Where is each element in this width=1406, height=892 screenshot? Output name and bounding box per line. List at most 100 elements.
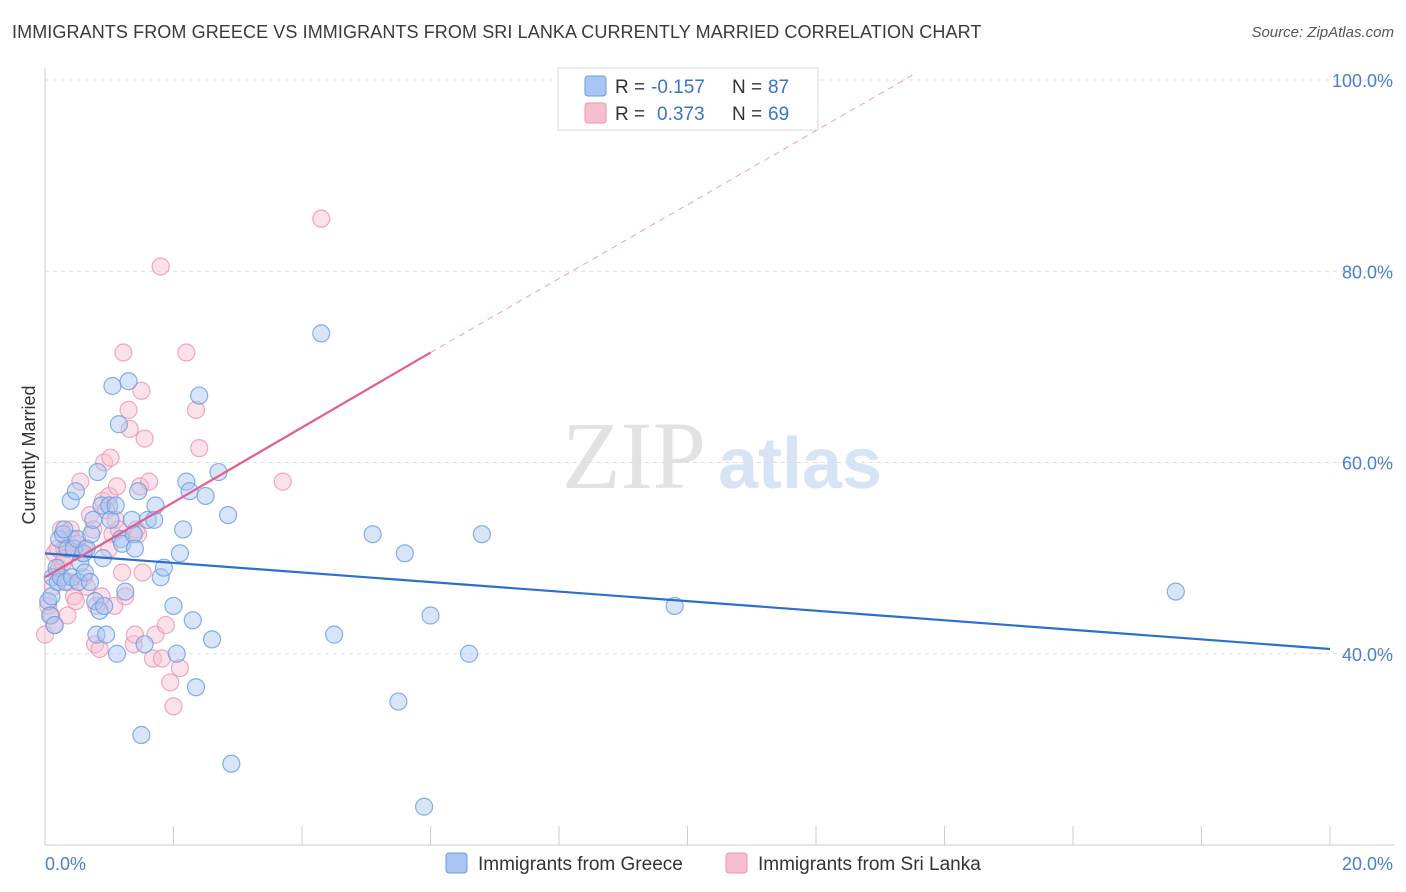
greece-point bbox=[389, 692, 408, 711]
srilanka-point bbox=[135, 429, 154, 448]
watermark-zip: ZIP bbox=[562, 402, 706, 509]
greece-point bbox=[88, 462, 107, 482]
greece-point bbox=[96, 625, 116, 644]
greece-point bbox=[459, 644, 479, 663]
source-label: Source: ZipAtlas.com bbox=[1251, 24, 1394, 41]
srilanka-point bbox=[161, 673, 180, 692]
greece-point bbox=[219, 505, 238, 525]
chart-title: IMMIGRANTS FROM GREECE VS IMMIGRANTS FRO… bbox=[12, 22, 982, 42]
y-tick-label: 80.0% bbox=[1342, 262, 1393, 282]
srilanka-point bbox=[124, 635, 143, 654]
srilanka-point bbox=[119, 400, 138, 420]
trend-line-srilanka bbox=[44, 351, 432, 579]
greece-point bbox=[55, 520, 74, 539]
greece-point bbox=[125, 539, 145, 558]
legend-r-value-greece: -0.157 bbox=[651, 77, 705, 98]
srilanka-point bbox=[177, 343, 196, 362]
srilanka-point bbox=[125, 625, 145, 644]
greece-point bbox=[1166, 582, 1185, 601]
greece-point bbox=[196, 486, 215, 506]
greece-point bbox=[80, 572, 100, 592]
srilanka-point bbox=[120, 419, 139, 439]
greece-point bbox=[103, 376, 122, 396]
bottom-legend-swatch-srilanka bbox=[725, 852, 748, 874]
legend-r-label-srilanka: R = bbox=[615, 104, 645, 125]
greece-point bbox=[106, 496, 125, 515]
greece-point bbox=[183, 611, 202, 630]
srilanka-point bbox=[66, 592, 85, 611]
axes bbox=[44, 68, 1395, 846]
legend-n-value-srilanka: 69 bbox=[768, 104, 789, 125]
greece-point bbox=[363, 525, 382, 544]
srilanka-point bbox=[170, 658, 190, 678]
bottom-legend-label-greece: Immigrants from Greece bbox=[478, 854, 683, 875]
greece-point bbox=[86, 592, 105, 611]
srilanka-point bbox=[156, 615, 175, 635]
greece-point bbox=[190, 386, 209, 405]
srilanka-point bbox=[133, 563, 152, 582]
y-axis-label: Currently Married bbox=[19, 385, 39, 524]
srilanka-point bbox=[71, 472, 90, 491]
srilanka-point bbox=[151, 257, 170, 276]
greece-point bbox=[116, 582, 135, 601]
greece-point bbox=[132, 725, 151, 745]
srilanka-point bbox=[190, 439, 209, 458]
greece-point bbox=[151, 568, 170, 587]
srilanka-point bbox=[132, 381, 151, 400]
srilanka-point bbox=[152, 649, 172, 668]
legend-swatch-srilanka bbox=[584, 102, 607, 124]
srilanka-point bbox=[273, 472, 292, 491]
greece-point bbox=[395, 544, 414, 563]
greece-point bbox=[66, 482, 85, 501]
x-tick-label: 20.0% bbox=[1342, 854, 1393, 874]
srilanka-point bbox=[186, 400, 206, 420]
srilanka-point bbox=[48, 539, 67, 558]
greece-point bbox=[61, 491, 80, 510]
greece-point bbox=[472, 525, 491, 544]
greece-point bbox=[186, 678, 206, 697]
y-tick-label: 40.0% bbox=[1342, 645, 1393, 665]
greece-point bbox=[174, 520, 193, 539]
srilanka-point bbox=[164, 697, 183, 716]
greece-point bbox=[421, 606, 440, 625]
greece-point bbox=[41, 606, 60, 625]
greece-point bbox=[202, 630, 222, 649]
greece-point bbox=[665, 596, 684, 616]
srilanka-point bbox=[116, 587, 135, 606]
greece-point bbox=[312, 324, 331, 343]
series-greece-points bbox=[39, 324, 1185, 816]
watermark-atlas: atlas bbox=[718, 424, 882, 504]
greece-point bbox=[87, 625, 106, 644]
greece-point bbox=[95, 596, 114, 616]
trend-lines bbox=[44, 74, 1331, 651]
legend-r-value-srilanka: 0.373 bbox=[657, 104, 705, 125]
bottom-legend-label-srilanka: Immigrants from Sri Lanka bbox=[758, 854, 981, 875]
greece-point bbox=[167, 644, 186, 663]
greece-point bbox=[45, 615, 64, 635]
greece-point bbox=[164, 596, 183, 616]
greece-point bbox=[135, 635, 154, 654]
greece-point bbox=[325, 625, 344, 644]
greece-point bbox=[222, 754, 241, 773]
srilanka-point bbox=[35, 625, 55, 644]
legend-n-value-greece: 87 bbox=[768, 77, 789, 98]
series-legend: Immigrants from Greece Immigrants from S… bbox=[445, 852, 981, 875]
y-tick-label: 100.0% bbox=[1332, 71, 1393, 91]
srilanka-point bbox=[101, 448, 120, 467]
trend-line-srilanka-extension bbox=[430, 74, 913, 353]
greece-point bbox=[414, 797, 434, 816]
tick-labels: 40.0% 60.0% 80.0% 100.0% 0.0% 20.0% bbox=[45, 71, 1393, 874]
greece-point bbox=[100, 496, 119, 515]
srilanka-point bbox=[112, 563, 132, 582]
srilanka-point bbox=[100, 486, 119, 506]
greece-point bbox=[177, 472, 196, 491]
legend-n-label-greece: N = bbox=[732, 77, 762, 98]
greece-point bbox=[129, 482, 148, 501]
greece-point bbox=[146, 496, 165, 515]
srilanka-point bbox=[312, 209, 331, 228]
greece-point bbox=[92, 496, 111, 515]
greece-point bbox=[119, 372, 138, 391]
y-tick-label: 60.0% bbox=[1342, 454, 1393, 474]
greece-point bbox=[109, 415, 128, 434]
